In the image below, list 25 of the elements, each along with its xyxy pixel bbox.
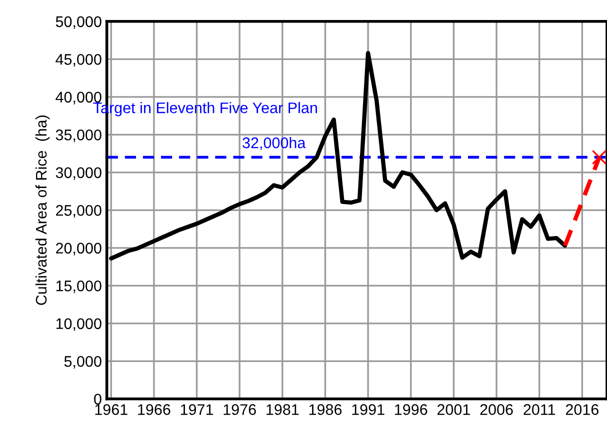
y-tick-label: 45,000	[56, 54, 102, 67]
y-tick-label: 35,000	[56, 130, 102, 142]
y-tick-label: 0	[94, 394, 102, 405]
y-tick-label: 40,000	[56, 92, 102, 104]
y-tick-label: 5,000	[64, 356, 102, 369]
y-tick-label: 15,000	[56, 280, 102, 294]
x-tick-label: 1961	[95, 404, 128, 415]
y-tick-label: 20,000	[56, 242, 102, 256]
x-tick-label: 1986	[309, 404, 342, 415]
x-tick-label: 1976	[224, 404, 256, 415]
y-tick-label: 25,000	[56, 205, 102, 218]
x-tick-label: 2016	[566, 404, 598, 415]
x-tick-label: 1966	[138, 404, 170, 415]
x-tick-label: 2011	[524, 404, 556, 415]
y-tick-label: 30,000	[56, 167, 102, 180]
ref-line-label: 32,000ha	[242, 137, 306, 150]
y-axis-title: Cultivated Area of Rice (ha)	[35, 116, 50, 305]
x-tick-label: 1981	[266, 404, 299, 415]
x-tick-label: 1996	[395, 404, 428, 415]
y-tick-label: 50,000	[56, 16, 102, 29]
x-tick-label: 2001	[437, 404, 470, 415]
y-tick-label: 10,000	[56, 318, 102, 331]
x-tick-label: 1991	[352, 404, 384, 415]
x-tick-label: 2006	[480, 404, 513, 415]
x-tick-label: 1971	[180, 404, 214, 415]
